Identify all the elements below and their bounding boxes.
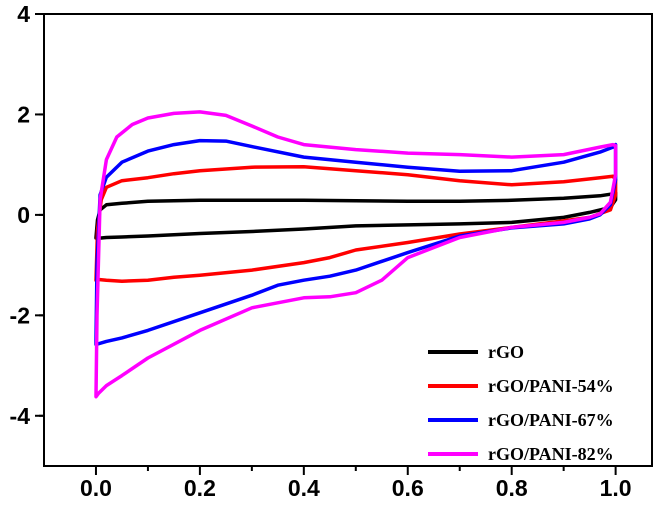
legend-label: rGO (488, 342, 524, 362)
x-tick-label: 1.0 (600, 475, 632, 501)
legend: rGO rGO/PANI-54% rGO/PANI-67% rGO/PANI-82% (428, 342, 614, 464)
axes-layer: 0.0 0.2 0.4 0.6 0.8 1.0 -4 -2 0 2 4 (10, 1, 632, 501)
legend-label: rGO/PANI-67% (488, 410, 614, 430)
y-tick-label: 4 (17, 1, 30, 27)
series-line-0 (94, 191, 618, 240)
plot-frame (43, 13, 653, 467)
x-tick-label: 0.2 (184, 475, 216, 501)
y-tick-label: -4 (10, 403, 31, 429)
x-tick-label: 0.4 (288, 475, 320, 501)
legend-label: rGO/PANI-54% (488, 376, 614, 396)
x-tick-label: 0.6 (392, 475, 424, 501)
y-tick-label: 0 (17, 202, 30, 228)
series-layer (94, 110, 618, 399)
x-tick-label: 0.0 (80, 475, 112, 501)
x-tick-label: 0.8 (496, 475, 528, 501)
y-tick-label: -2 (10, 302, 30, 328)
series-line-3 (94, 110, 618, 399)
y-tick-label: 2 (17, 101, 30, 127)
legend-label: rGO/PANI-82% (488, 444, 614, 464)
